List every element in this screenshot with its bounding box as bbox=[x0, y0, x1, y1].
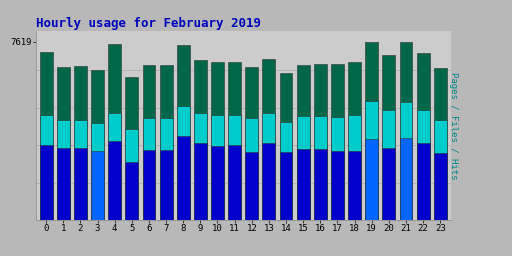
Bar bbox=[160, 65, 173, 220]
Y-axis label: Pages / Files / Hits: Pages / Files / Hits bbox=[449, 72, 458, 179]
Bar bbox=[108, 113, 121, 220]
Bar bbox=[263, 59, 275, 220]
Bar bbox=[314, 149, 327, 220]
Bar bbox=[382, 55, 395, 220]
Bar bbox=[228, 115, 241, 220]
Bar bbox=[160, 151, 173, 220]
Bar bbox=[108, 44, 121, 220]
Bar bbox=[74, 66, 87, 220]
Bar bbox=[314, 116, 327, 220]
Bar bbox=[297, 65, 310, 220]
Bar bbox=[331, 64, 344, 220]
Bar bbox=[348, 151, 361, 220]
Bar bbox=[382, 110, 395, 220]
Bar bbox=[74, 120, 87, 220]
Bar bbox=[382, 148, 395, 220]
Bar bbox=[91, 123, 104, 220]
Bar bbox=[160, 119, 173, 220]
Bar bbox=[297, 116, 310, 220]
Bar bbox=[297, 149, 310, 220]
Bar bbox=[228, 62, 241, 220]
Bar bbox=[211, 62, 224, 220]
Bar bbox=[194, 113, 207, 220]
Text: Hourly usage for February 2019: Hourly usage for February 2019 bbox=[36, 17, 261, 29]
Bar bbox=[331, 151, 344, 220]
Bar bbox=[228, 145, 241, 220]
Bar bbox=[142, 150, 155, 220]
Bar bbox=[245, 152, 258, 220]
Bar bbox=[40, 115, 53, 220]
Bar bbox=[280, 152, 292, 220]
Bar bbox=[108, 141, 121, 220]
Bar bbox=[245, 67, 258, 220]
Bar bbox=[177, 105, 189, 220]
Bar bbox=[40, 145, 53, 220]
Bar bbox=[365, 101, 378, 220]
Bar bbox=[91, 70, 104, 220]
Bar bbox=[177, 136, 189, 220]
Bar bbox=[194, 143, 207, 220]
Bar bbox=[57, 148, 70, 220]
Bar bbox=[40, 52, 53, 220]
Bar bbox=[348, 62, 361, 220]
Bar bbox=[177, 45, 189, 220]
Bar bbox=[434, 68, 446, 220]
Bar bbox=[399, 102, 413, 220]
Bar bbox=[417, 53, 430, 220]
Bar bbox=[263, 143, 275, 220]
Bar bbox=[399, 42, 413, 220]
Bar bbox=[348, 115, 361, 220]
Bar bbox=[263, 113, 275, 220]
Bar bbox=[211, 115, 224, 220]
Bar bbox=[365, 42, 378, 220]
Bar bbox=[399, 138, 413, 220]
Bar bbox=[142, 119, 155, 220]
Bar bbox=[91, 151, 104, 220]
Bar bbox=[365, 139, 378, 220]
Bar bbox=[125, 162, 138, 220]
Bar bbox=[434, 120, 446, 220]
Bar bbox=[57, 120, 70, 220]
Bar bbox=[280, 122, 292, 220]
Bar bbox=[417, 110, 430, 220]
Bar bbox=[74, 148, 87, 220]
Bar bbox=[142, 65, 155, 220]
Bar bbox=[331, 117, 344, 220]
Bar bbox=[57, 67, 70, 220]
Bar bbox=[125, 78, 138, 220]
Bar bbox=[434, 153, 446, 220]
Bar bbox=[280, 73, 292, 220]
Bar bbox=[194, 60, 207, 220]
Bar bbox=[314, 64, 327, 220]
Bar bbox=[125, 129, 138, 220]
Bar bbox=[245, 119, 258, 220]
Bar bbox=[417, 143, 430, 220]
Bar bbox=[211, 146, 224, 220]
